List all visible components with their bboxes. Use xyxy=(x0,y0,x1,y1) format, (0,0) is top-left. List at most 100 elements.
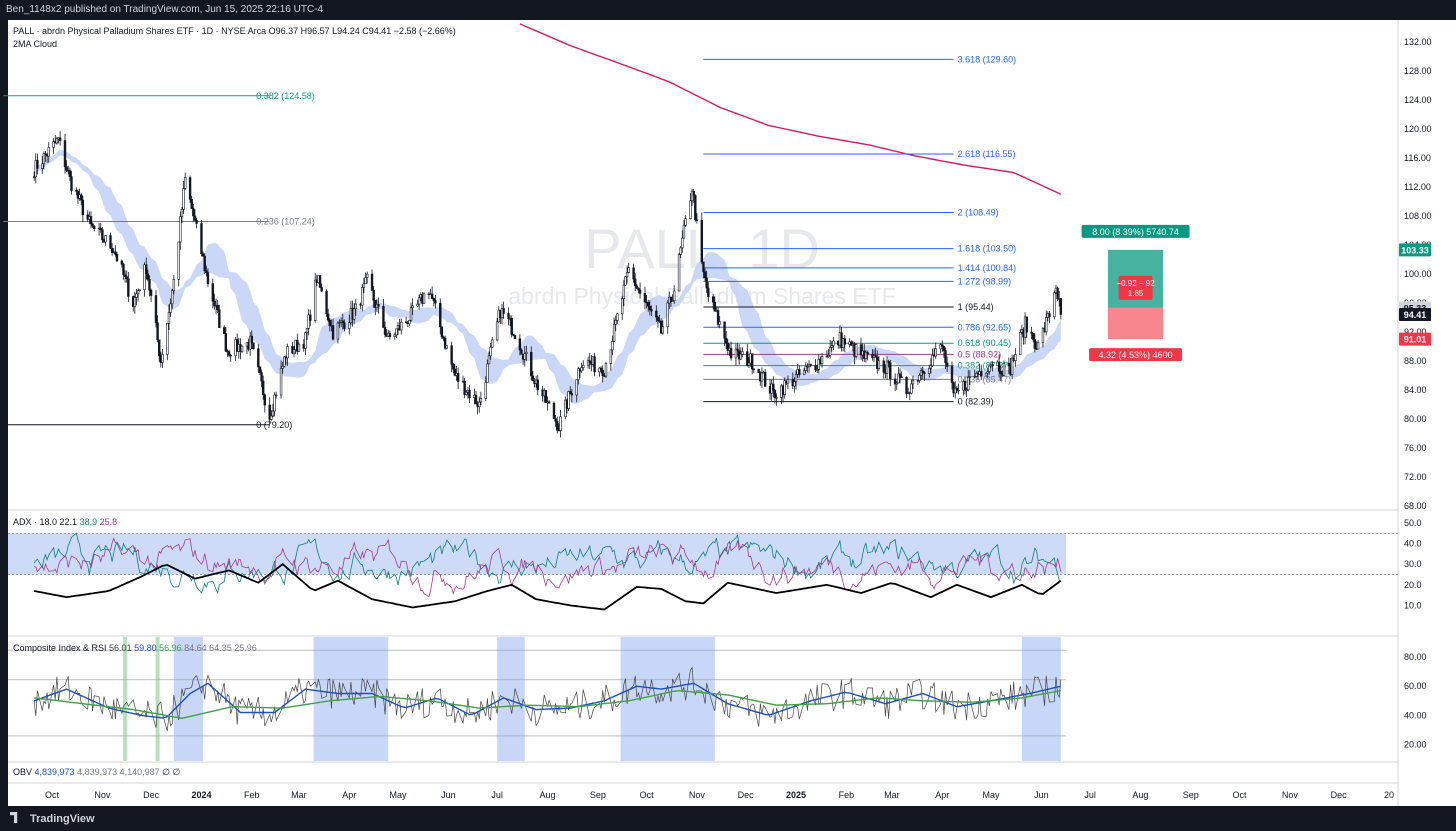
legend-pane-2-v3: 56.96 xyxy=(157,643,182,653)
candle-body xyxy=(997,361,1001,372)
candle-body xyxy=(980,371,983,377)
candle-body xyxy=(575,379,578,396)
legend-pane-2-v1: 56.01 xyxy=(107,643,132,653)
candle-body xyxy=(309,314,312,321)
watermark-name: abrdn Physical Palladium Shares ETF xyxy=(508,283,895,309)
time-tick-7: May xyxy=(390,790,408,800)
rsi-highlight-4 xyxy=(1021,637,1061,761)
candle-body xyxy=(760,372,764,382)
candle-body xyxy=(271,410,275,417)
candle-body xyxy=(726,342,730,351)
candle-body xyxy=(552,402,556,419)
candle-body xyxy=(297,343,301,352)
candle-body xyxy=(484,381,487,399)
candle-body xyxy=(957,389,960,392)
candle-body xyxy=(520,349,523,355)
candle-body xyxy=(325,290,328,315)
candle-body xyxy=(734,348,738,359)
candle-body xyxy=(148,279,151,291)
candle-body xyxy=(478,401,481,408)
candle-body xyxy=(802,370,806,376)
candle-body xyxy=(343,322,346,329)
time-tick-21: Jul xyxy=(1084,790,1096,800)
candle-body xyxy=(55,138,59,144)
position-target-label: 8.00 (8.39%) 5740.74 xyxy=(1092,227,1179,237)
candle-body xyxy=(692,190,695,196)
long-position[interactable]: 8.00 (8.39%) 5740.74 4.32 (4.53%) 4600 −0.… xyxy=(1081,224,1190,362)
time-axis[interactable]: Oct Nov Dec 2024 Feb Mar Apr May Jun Jul Aug Sep Oct… xyxy=(45,790,1394,800)
candles xyxy=(32,131,1063,438)
tradingview-logo[interactable]: TradingView xyxy=(10,812,95,825)
price-tick-15: 72.00 xyxy=(1404,472,1427,482)
candle-body xyxy=(158,339,161,357)
candle-body xyxy=(257,348,260,368)
candle-body xyxy=(354,303,357,310)
candle-body xyxy=(184,177,187,189)
candle-body xyxy=(815,369,819,371)
candle-body xyxy=(352,308,356,320)
candle-body xyxy=(143,264,146,291)
time-tick-15: 2025 xyxy=(786,790,806,800)
candle-body xyxy=(224,333,228,352)
candle-body xyxy=(921,370,924,373)
candle-body xyxy=(1007,362,1011,367)
candle-body xyxy=(1059,298,1063,315)
position-stop-label-bg xyxy=(1089,348,1183,362)
candle-body xyxy=(195,219,198,224)
candle-body xyxy=(684,218,687,226)
legend-pane-3-v3: 4,140,987 xyxy=(117,767,160,777)
candle-body xyxy=(864,352,868,359)
candle-body xyxy=(123,274,127,277)
di-minus-line xyxy=(34,537,1062,598)
candle-body xyxy=(666,302,669,328)
time-tick-20: Jun xyxy=(1034,790,1049,800)
candle-body xyxy=(723,321,726,339)
candle-body xyxy=(377,304,380,307)
candle-body xyxy=(395,328,398,336)
candle-body xyxy=(798,369,801,376)
fib_right-label-7: 0.786 (92.65) xyxy=(958,322,1012,332)
position-stop-zone xyxy=(1107,307,1164,340)
candle-body xyxy=(169,303,172,313)
time-tick-22: Aug xyxy=(1132,790,1148,800)
candle-body xyxy=(523,353,526,360)
legend-pane-3-v2: 4,839,973 xyxy=(75,767,118,777)
candle-body xyxy=(161,354,164,363)
candle-body xyxy=(850,341,853,346)
candle-body xyxy=(763,371,767,387)
candle-body xyxy=(250,335,254,344)
candle-body xyxy=(487,355,491,365)
candle-body xyxy=(643,292,647,303)
candle-body xyxy=(752,368,756,371)
candle-body xyxy=(806,365,809,368)
candle-body xyxy=(832,340,835,346)
fib_right-label-4: 1.414 (100.84) xyxy=(958,263,1017,273)
price-tick-5: 112.00 xyxy=(1404,182,1431,192)
candle-body xyxy=(918,375,921,381)
rsi-green-bar-1 xyxy=(155,637,160,761)
symbol-low: L94.24 xyxy=(330,26,360,36)
candle-body xyxy=(677,254,681,292)
symbol-line1_prefix: PALL · abrdn Physical Palladium Shares E… xyxy=(13,26,266,36)
candle-body xyxy=(465,391,468,395)
price-tick-3: 120.00 xyxy=(1404,124,1432,134)
candle-body xyxy=(260,372,263,382)
candle-body xyxy=(874,355,877,358)
candle-body xyxy=(58,137,62,141)
legend-pane-2: Composite Index & RSI 56.01 59.80 56.96 … xyxy=(13,643,257,653)
candle-body xyxy=(911,380,915,385)
symbol-high: H96.57 xyxy=(298,26,330,36)
candle-body xyxy=(166,322,169,355)
candle-body xyxy=(934,348,937,357)
candle-body xyxy=(452,363,455,370)
candle-body xyxy=(223,327,226,334)
time-tick-26: Dec xyxy=(1331,790,1348,800)
candle-body xyxy=(905,376,908,394)
price-axis[interactable]: 132.00 128.00 124.00 120.00 116.00 112.00 108.… xyxy=(1399,37,1432,511)
time-tick-17: Mar xyxy=(884,790,900,800)
price-tag-bg-2 xyxy=(1399,308,1431,322)
candle-body xyxy=(292,349,296,354)
candle-body xyxy=(773,390,777,398)
candle-body xyxy=(75,190,78,192)
